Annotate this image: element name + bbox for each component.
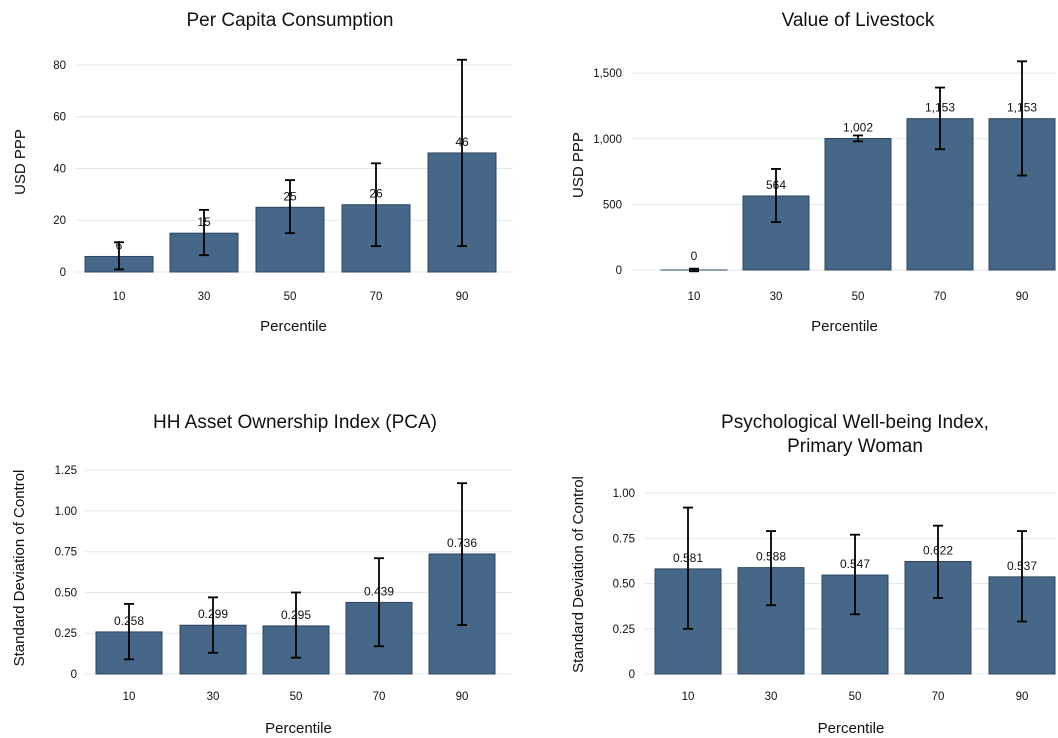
y-tick-label: 0.50 (613, 579, 635, 591)
data-label: 26 (369, 187, 383, 201)
x-tick-label: 10 (113, 291, 126, 303)
y-tick-label: 0 (616, 265, 622, 277)
x-tick-label: 30 (765, 691, 778, 703)
y-tick-label: 0.50 (55, 587, 77, 599)
data-label: 0.537 (1007, 559, 1037, 573)
x-tick-label: 30 (770, 291, 783, 303)
data-label: 15 (197, 215, 211, 229)
x-tick-label: 90 (456, 291, 469, 303)
data-label: 0 (691, 249, 698, 263)
data-label: 0.295 (281, 608, 311, 622)
data-label: 46 (455, 135, 469, 149)
x-axis-label: Percentile (260, 318, 327, 335)
y-tick-label: 0 (629, 669, 635, 681)
chart-title: Psychological Well-being Index, (721, 412, 989, 433)
y-axis-label: USD PPP (570, 132, 587, 198)
x-tick-label: 70 (934, 291, 947, 303)
data-label: 564 (766, 178, 786, 192)
data-label: 0.439 (364, 584, 394, 598)
y-tick-label: 0.75 (613, 533, 635, 545)
x-tick-label: 90 (456, 691, 469, 703)
data-label: 0.547 (840, 557, 870, 571)
x-axis-label: Percentile (818, 720, 885, 737)
chart-title: Per Capita Consumption (187, 10, 394, 31)
x-axis-label: Percentile (811, 318, 878, 335)
y-tick-label: 40 (53, 163, 66, 175)
x-tick-label: 90 (1016, 291, 1029, 303)
data-label: 6 (116, 238, 123, 252)
y-tick-label: 1,500 (593, 68, 622, 80)
y-tick-label: 0.75 (55, 547, 77, 559)
x-tick-label: 30 (207, 691, 220, 703)
y-tick-label: 0 (60, 267, 66, 279)
x-tick-label: 50 (852, 291, 865, 303)
x-tick-label: 70 (932, 691, 945, 703)
y-tick-label: 500 (603, 199, 622, 211)
y-tick-label: 1.25 (55, 465, 77, 477)
y-tick-label: 1.00 (55, 506, 77, 518)
chart-panel-3: 0 0.25 0.50 0.75 1.00 1.25 HH Asset Ownership … (11, 412, 512, 737)
x-tick-label: 50 (290, 691, 303, 703)
data-label: 0.258 (114, 614, 144, 628)
data-label: 0.588 (756, 550, 786, 564)
x-tick-label: 70 (373, 691, 386, 703)
data-label: 0.299 (198, 607, 228, 621)
x-tick-label: 10 (688, 291, 701, 303)
y-tick-label: 0.25 (613, 624, 635, 636)
y-tick-label: 20 (53, 215, 66, 227)
data-label: 25 (283, 189, 297, 203)
bar-50 (824, 137, 892, 271)
y-axis-label: Standard Deviation of Control (11, 470, 28, 667)
chart-title: Value of Livestock (782, 10, 935, 31)
y-axis-label: Standard Deviation of Control (570, 476, 587, 673)
y-tick-label: 60 (53, 112, 66, 124)
x-tick-label: 70 (370, 291, 383, 303)
data-label: 1,153 (925, 101, 955, 115)
x-axis-label: Percentile (265, 720, 332, 737)
y-tick-label: 1.00 (613, 488, 635, 500)
data-label: 1,153 (1007, 101, 1037, 115)
data-label: 0.736 (447, 536, 477, 550)
x-tick-label: 50 (849, 691, 862, 703)
chart-panel-1: 0 20 40 60 80 Per Capita Consumption Percentil… (12, 10, 512, 335)
data-label: 1,002 (843, 120, 873, 134)
data-label: 0.581 (673, 551, 703, 565)
chart-title: Primary Woman (787, 436, 923, 457)
x-tick-label: 10 (123, 691, 136, 703)
x-tick-label: 50 (284, 291, 297, 303)
y-tick-label: 0.25 (55, 628, 77, 640)
chart-title: HH Asset Ownership Index (PCA) (153, 412, 437, 433)
y-tick-label: 80 (53, 60, 66, 72)
y-tick-label: 1,000 (593, 134, 622, 146)
data-label: 0.622 (923, 543, 953, 557)
y-axis-label: USD PPP (12, 129, 29, 195)
x-tick-label: 10 (682, 691, 695, 703)
chart-panel-4: 0 0.25 0.50 0.75 1.00 Psychological Well-bein… (570, 412, 1057, 737)
x-tick-label: 90 (1016, 691, 1029, 703)
y-tick-label: 0 (71, 669, 77, 681)
x-tick-label: 30 (198, 291, 211, 303)
